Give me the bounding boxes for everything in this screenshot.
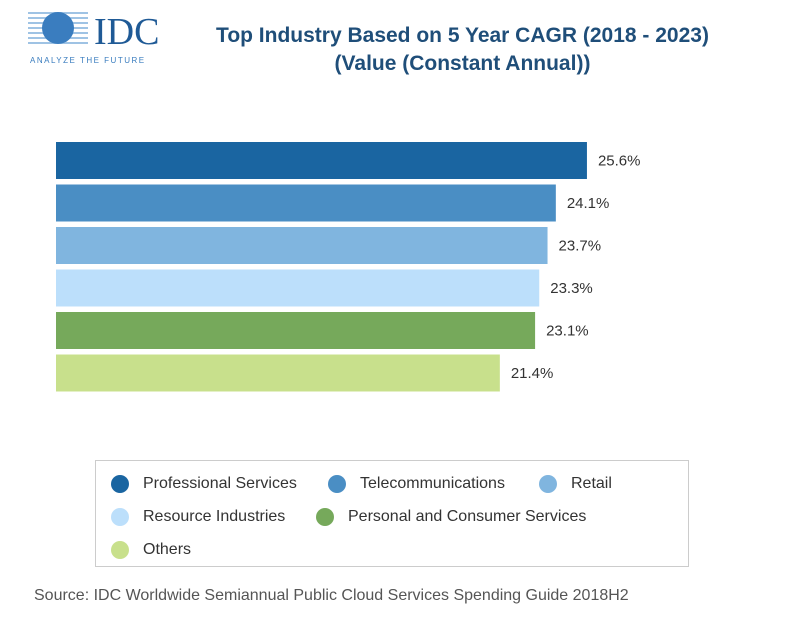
legend-item: Resource Industries — [111, 508, 285, 526]
bar-4 — [56, 312, 536, 349]
idc-logo: IDC ANALYZE THE FUTURE — [28, 11, 159, 65]
legend-label: Professional Services — [143, 475, 297, 492]
legend-label: Resource Industries — [143, 508, 286, 525]
bar-0 — [56, 142, 587, 179]
legend-item: Telecommunications — [328, 475, 505, 493]
svg-text:IDC: IDC — [94, 11, 159, 53]
data-label: 23.3% — [550, 280, 593, 297]
subtitle-line: (Value (Constant Annual)) — [334, 52, 591, 75]
source-note: Source: IDC Worldwide Semiannual Public … — [34, 587, 629, 604]
legend-item: Personal and Consumer Services — [316, 508, 586, 526]
data-label: 25.6% — [598, 153, 641, 170]
legend-swatch — [316, 508, 334, 526]
bar-2 — [56, 227, 548, 264]
bar-5 — [56, 354, 500, 392]
data-label: 23.7% — [559, 238, 602, 255]
legend-swatch — [111, 475, 129, 493]
legend-swatch — [328, 475, 346, 493]
bar-3 — [56, 269, 540, 307]
legend-item: Retail — [539, 475, 612, 493]
svg-text:ANALYZE THE FUTURE: ANALYZE THE FUTURE — [30, 56, 146, 65]
legend-label: Telecommunications — [360, 475, 505, 492]
bar-chart: 25.6% 24.1% 23.7% 23.3% 23.1% 21.4% — [56, 142, 641, 392]
legend-swatch — [539, 475, 557, 493]
legend-label: Others — [143, 541, 192, 558]
data-label: 24.1% — [567, 195, 610, 212]
chart-title: Top Industry Based on 5 Year CAGR (2018 … — [190, 22, 735, 78]
legend-label: Personal and Consumer Services — [348, 508, 587, 525]
legend: Professional Services Telecommunications R… — [95, 460, 689, 567]
legend-swatch — [111, 508, 129, 526]
title-line: Top Industry Based on 5 Year CAGR (2018 … — [216, 24, 709, 47]
legend-label: Retail — [571, 475, 612, 492]
legend-item: Professional Services — [111, 475, 297, 493]
legend-swatch — [111, 541, 129, 559]
data-label: 21.4% — [511, 365, 554, 382]
data-label: 23.1% — [546, 323, 589, 340]
legend-item: Others — [111, 541, 191, 559]
bar-1 — [56, 184, 556, 222]
